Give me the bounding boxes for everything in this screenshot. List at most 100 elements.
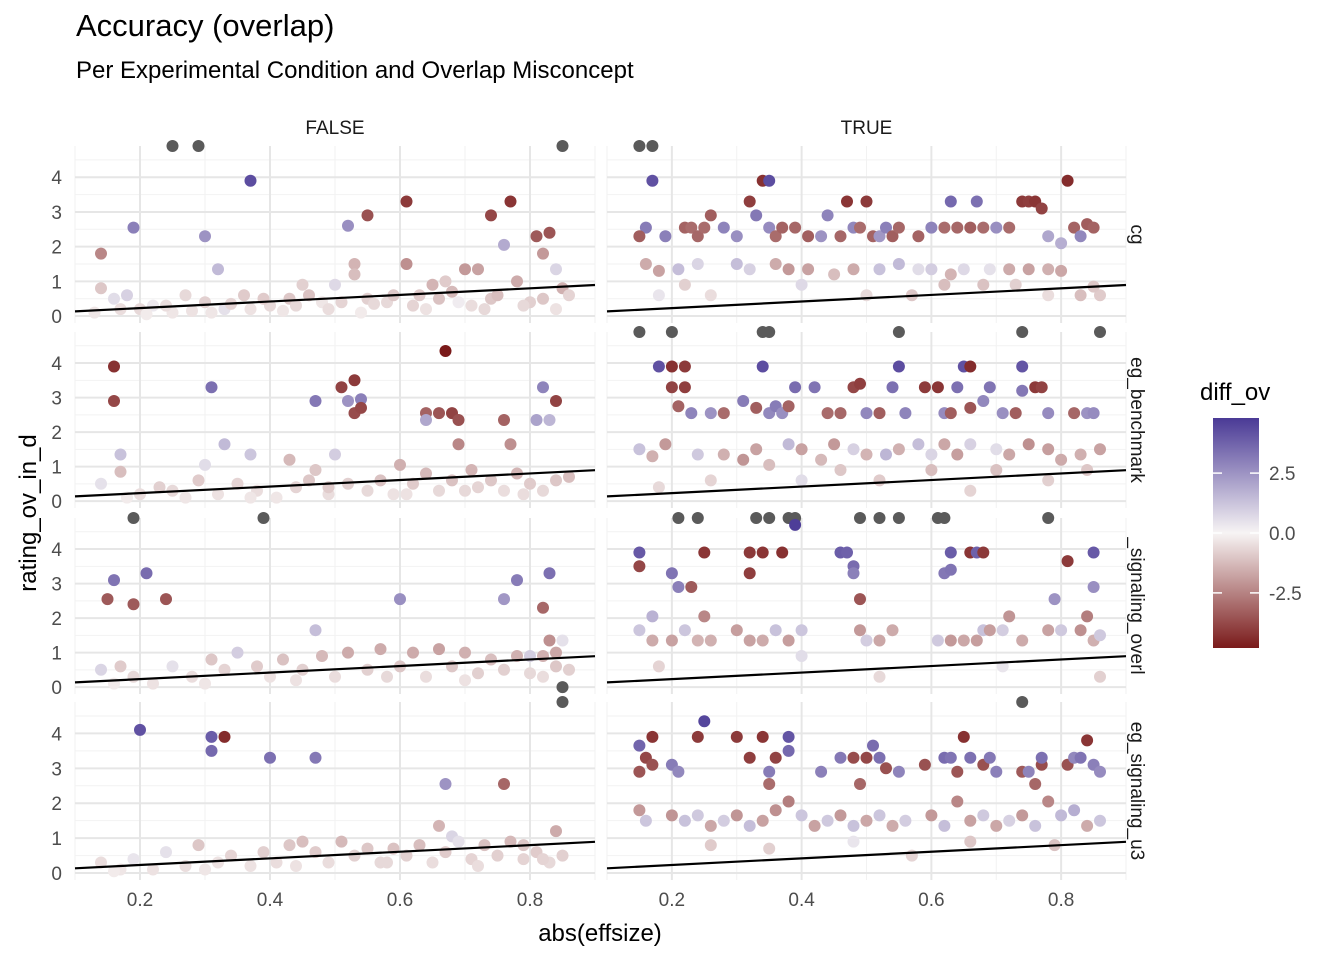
data-point (465, 299, 478, 312)
y-tick-label: 3 (51, 575, 62, 596)
data-point (348, 849, 361, 862)
data-point (452, 296, 465, 309)
data-point (296, 663, 309, 676)
data-point (1022, 263, 1035, 276)
data-point (556, 849, 569, 862)
data-point (931, 381, 944, 394)
data-point (944, 546, 957, 559)
data-point (329, 670, 341, 683)
data-point (355, 393, 367, 406)
legend-tick-label: 2.5 (1269, 464, 1295, 485)
data-point (756, 634, 769, 647)
data-point (717, 221, 730, 234)
data-point (1003, 221, 1016, 234)
data-point (944, 634, 957, 647)
data-point (186, 304, 198, 317)
data-point (672, 263, 685, 276)
data-point (802, 230, 815, 243)
data-point (1094, 326, 1106, 338)
data-point (517, 853, 530, 866)
reference-line (606, 469, 1127, 498)
data-point (108, 292, 120, 305)
data-point (880, 448, 892, 461)
y-tick-label: 0 (51, 492, 62, 513)
data-point (244, 491, 257, 504)
data-point (283, 839, 296, 852)
data-point (951, 448, 964, 461)
data-point (691, 448, 704, 461)
data-point (1094, 289, 1106, 302)
data-point (743, 634, 756, 647)
data-point (283, 453, 296, 466)
data-point (873, 634, 886, 647)
data-point (918, 758, 931, 771)
data-point (1094, 670, 1106, 683)
data-point (1055, 809, 1068, 822)
y-tick-label: 4 (51, 540, 62, 561)
data-point (147, 677, 159, 690)
data-point (854, 221, 866, 234)
facet-row-label: eg_benchmark (1126, 357, 1147, 483)
data-point (983, 263, 996, 276)
data-point (1016, 384, 1029, 397)
data-point (199, 677, 211, 690)
data-point (478, 839, 491, 852)
data-point (646, 730, 659, 743)
data-point (199, 863, 211, 876)
data-point (633, 804, 646, 817)
x-axis-title: abs(effsize) (538, 920, 662, 947)
data-point (931, 634, 944, 647)
data-point (925, 448, 938, 461)
data-point (192, 140, 205, 152)
data-point (296, 835, 309, 848)
x-tick-label: 0.2 (659, 890, 685, 911)
data-point (944, 195, 957, 208)
legend-tick-label: 0.0 (1269, 524, 1295, 545)
data-point (892, 360, 905, 373)
data-point (192, 839, 205, 852)
data-point (925, 221, 938, 234)
data-point (698, 546, 711, 559)
data-point (1016, 360, 1029, 373)
data-point (730, 230, 743, 243)
data-point (659, 438, 672, 451)
data-point (1022, 765, 1035, 778)
data-point (873, 407, 886, 420)
data-point (205, 306, 218, 319)
data-point (1009, 407, 1022, 420)
data-point (704, 839, 717, 852)
data-point (238, 289, 250, 302)
data-point (964, 484, 977, 497)
data-point (543, 567, 556, 580)
data-point (990, 819, 1003, 832)
data-point (646, 610, 659, 623)
data-point (873, 751, 886, 764)
data-point (244, 860, 257, 872)
data-point (205, 653, 218, 666)
data-point (1061, 174, 1074, 187)
data-point (977, 809, 990, 822)
data-point (1081, 464, 1094, 476)
facet-row-label: _signaling_overl (1126, 536, 1147, 674)
data-point (795, 624, 808, 637)
data-point (886, 819, 899, 832)
data-point (834, 751, 847, 764)
data-point (860, 814, 873, 827)
data-point (802, 263, 815, 276)
data-point (387, 488, 400, 501)
data-point (1003, 263, 1016, 276)
data-point (633, 739, 646, 752)
data-point (459, 263, 471, 276)
data-point (847, 263, 860, 276)
data-point (543, 634, 556, 647)
data-point (108, 865, 120, 878)
data-point (905, 849, 918, 862)
data-point (1074, 448, 1087, 461)
data-point (769, 804, 782, 817)
data-point (420, 414, 432, 426)
data-point (517, 488, 530, 501)
data-point (938, 438, 951, 451)
data-point (795, 650, 808, 662)
data-point (1042, 443, 1055, 456)
data-point (789, 381, 802, 394)
